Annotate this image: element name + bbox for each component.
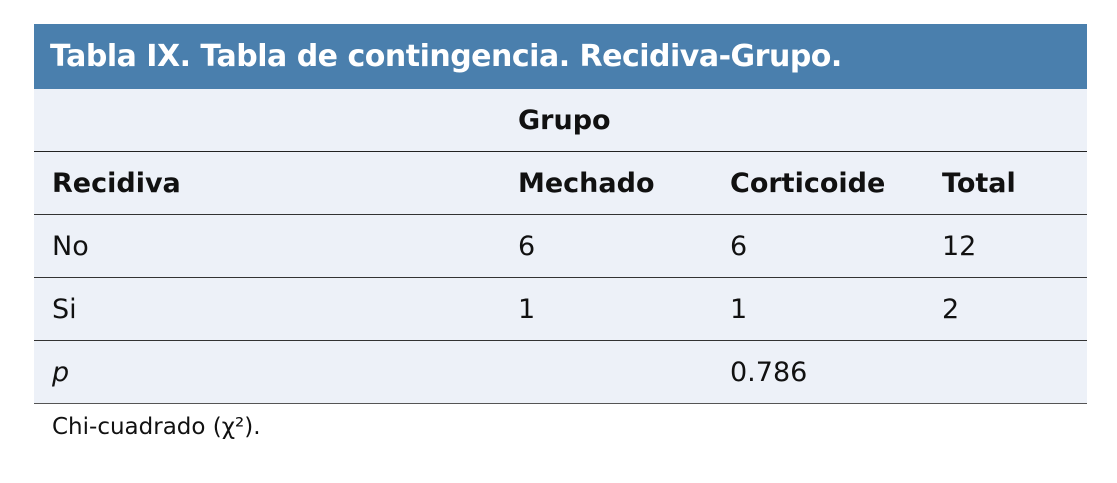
p-value: 0.786 (730, 341, 942, 404)
table-title: Tabla IX. Tabla de contingencia. Recidiv… (34, 24, 1087, 89)
column-header: Mechado (518, 152, 730, 215)
p-label: p (34, 341, 518, 404)
table-cell: 6 (518, 215, 730, 278)
column-header-row: Recidiva Mechado Corticoide Total (34, 152, 1087, 215)
row-label: No (34, 215, 518, 278)
table-row: No 6 6 12 (34, 215, 1087, 278)
group-header-row: Grupo (34, 89, 1087, 152)
row-label: Si (34, 278, 518, 341)
p-value-row: p 0.786 (34, 341, 1087, 404)
contingency-table: Grupo Recidiva Mechado Corticoide Total … (34, 89, 1087, 404)
column-header: Corticoide (730, 152, 942, 215)
table-cell: 6 (730, 215, 942, 278)
table-footnote: Chi-cuadrado (χ²). (52, 414, 261, 440)
group-header: Grupo (518, 89, 1087, 152)
table-cell: 1 (518, 278, 730, 341)
table-cell: 1 (730, 278, 942, 341)
column-header: Total (942, 152, 1087, 215)
table-cell: 2 (942, 278, 1087, 341)
contingency-table-block: Tabla IX. Tabla de contingencia. Recidiv… (34, 24, 1087, 404)
table-cell: 12 (942, 215, 1087, 278)
column-header: Recidiva (34, 152, 518, 215)
table-row: Si 1 1 2 (34, 278, 1087, 341)
